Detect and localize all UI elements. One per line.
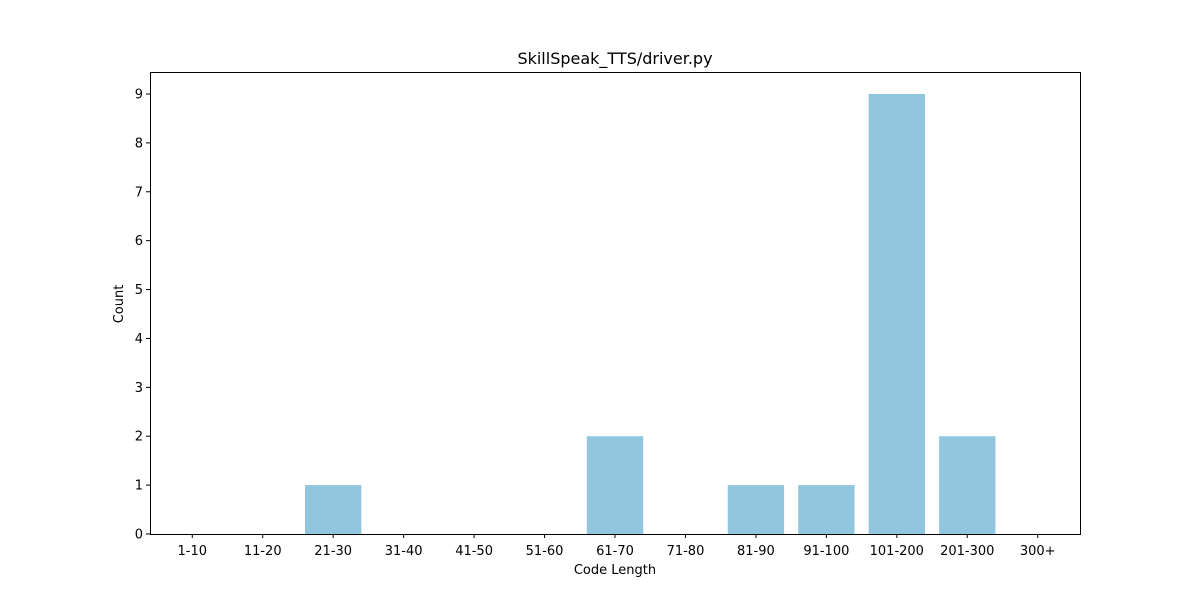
x-tick-label: 21-30 bbox=[314, 544, 352, 559]
bar-91-100 bbox=[798, 485, 855, 534]
y-tick-label: 0 bbox=[135, 528, 143, 543]
x-axis-ticks: 1-10 11-20 21-30 31-40 41-50 51-60 61-70 71-80 8… bbox=[178, 534, 1056, 559]
x-tick-label: 101-200 bbox=[870, 544, 924, 559]
x-tick-label: 201-300 bbox=[940, 544, 994, 559]
x-tick-label: 91-100 bbox=[803, 544, 849, 559]
x-tick-label: 61-70 bbox=[596, 544, 634, 559]
y-tick-label: 1 bbox=[135, 479, 143, 494]
y-tick-label: 7 bbox=[135, 185, 143, 200]
y-tick-label: 4 bbox=[135, 332, 143, 347]
x-tick-label: 1-10 bbox=[178, 544, 208, 559]
x-tick-label: 300+ bbox=[1020, 544, 1056, 559]
x-tick-label: 41-50 bbox=[455, 544, 493, 559]
y-tick-label: 6 bbox=[135, 234, 143, 249]
bar-201-300 bbox=[939, 436, 996, 534]
y-tick-label: 3 bbox=[135, 381, 143, 396]
x-tick-label: 51-60 bbox=[526, 544, 564, 559]
x-axis-label: Code Length bbox=[574, 563, 656, 578]
x-tick-label: 31-40 bbox=[385, 544, 423, 559]
plot-frame bbox=[150, 72, 1081, 535]
y-axis-ticks: 0 1 2 3 4 5 6 7 8 9 bbox=[135, 88, 150, 543]
bar-81-90 bbox=[727, 485, 785, 534]
bar-21-30 bbox=[305, 485, 362, 534]
y-tick-label: 2 bbox=[135, 430, 143, 445]
x-tick-label: 81-90 bbox=[737, 544, 775, 559]
bar-101-200 bbox=[868, 94, 925, 534]
y-tick-label: 9 bbox=[135, 88, 143, 103]
y-tick-label: 8 bbox=[135, 136, 143, 151]
x-tick-label: 11-20 bbox=[244, 544, 282, 559]
y-tick-label: 5 bbox=[135, 283, 143, 298]
bar-61-70 bbox=[586, 436, 644, 534]
y-axis-label: Count bbox=[112, 285, 127, 324]
chart-title: SkillSpeak_TTS/driver.py bbox=[517, 49, 712, 69]
x-tick-label: 71-80 bbox=[667, 544, 705, 559]
bars-group bbox=[305, 94, 996, 534]
